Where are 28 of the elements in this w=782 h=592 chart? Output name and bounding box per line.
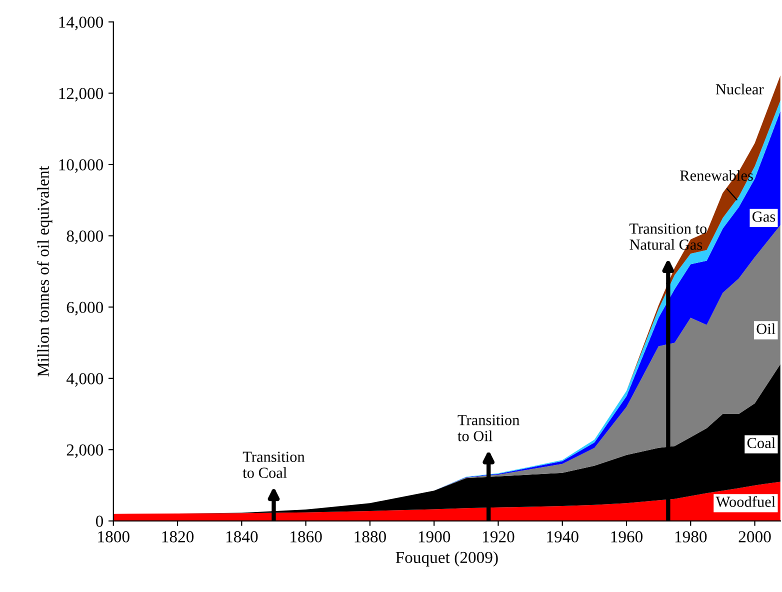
y-tick-label: 6,000: [66, 302, 104, 316]
x-tick-label: 1820: [162, 531, 194, 542]
x-tick-label: 1940: [547, 531, 578, 542]
y-tick-label: 0: [96, 516, 104, 527]
x-tick-label: 1800: [98, 531, 130, 542]
annotation: Transition to Oil: [458, 414, 520, 442]
x-axis-title: Fouquet (2009): [396, 551, 498, 566]
y-tick-label: 2,000: [66, 444, 104, 458]
x-tick-label: 1880: [354, 531, 386, 542]
y-tick-label: 12,000: [59, 88, 104, 102]
y-tick-label: 8,000: [66, 230, 104, 244]
series-label: Nuclear: [716, 84, 764, 94]
y-tick-label: 10,000: [59, 159, 104, 173]
x-tick-label: 1960: [611, 531, 643, 542]
x-tick-label: 1860: [290, 531, 322, 542]
series-label: Oil: [756, 323, 776, 334]
x-tick-label: 2000: [738, 531, 771, 542]
series-label: Gas: [752, 212, 776, 222]
y-tick-label: 4,000: [66, 373, 104, 387]
x-tick-label: 1980: [675, 531, 707, 542]
series-label: Woodfuel: [716, 496, 776, 508]
x-tick-label: 1920: [483, 531, 514, 542]
x-tick-label: 1840: [226, 531, 258, 542]
y-axis-title: Million tonnes of oil equivalent: [36, 166, 52, 376]
x-tick-label: 1900: [418, 531, 450, 542]
series-label: Coal: [747, 437, 776, 448]
y-tick-label: 14,000: [59, 16, 104, 30]
annotation: Transition to Coal: [242, 452, 305, 478]
